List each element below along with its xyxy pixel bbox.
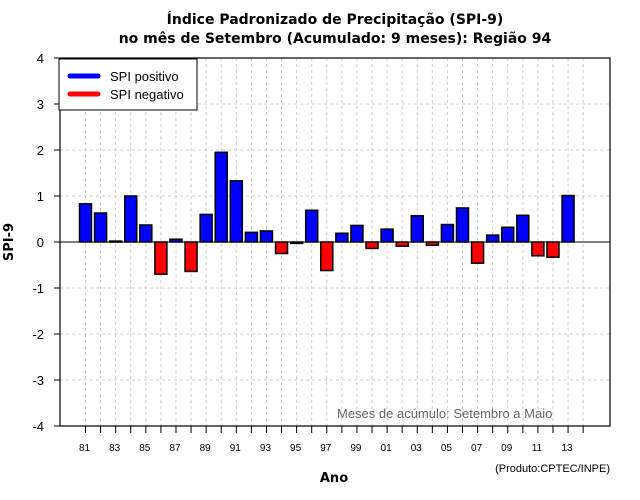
y-tick-label: 0 — [37, 235, 44, 250]
bar-07 — [470, 241, 485, 264]
bar-98 — [335, 232, 349, 243]
bar-85 — [139, 224, 153, 243]
legend-box — [58, 58, 198, 111]
x-tick-label: 11 — [532, 443, 543, 454]
x-tick-label: 91 — [230, 443, 242, 454]
x-tick-label: 81 — [79, 443, 91, 454]
y-tick-label: 2 — [37, 143, 44, 158]
product-credit: (Produto:CPTEC/INPE) — [495, 463, 610, 475]
x-tick-label: 99 — [350, 443, 362, 454]
bar-92 — [244, 231, 259, 243]
legend-label-positive: SPI positivo — [110, 69, 179, 84]
bar-97 — [320, 241, 334, 272]
bar-99 — [350, 224, 364, 243]
y-tick-label: 3 — [37, 97, 44, 112]
bar-05 — [440, 223, 455, 243]
bar-13 — [561, 194, 575, 243]
chart-subtitle: no mês de Setembro (Acumulado: 9 meses):… — [119, 31, 552, 47]
bar-81 — [78, 203, 93, 243]
bar-82 — [93, 212, 108, 243]
bar-12 — [546, 241, 560, 258]
x-tick-label: 95 — [290, 443, 302, 454]
x-tick-label: 85 — [139, 443, 151, 454]
y-tick-label: -3 — [32, 373, 44, 388]
x-tick-label: 97 — [320, 443, 332, 454]
x-tick-label: 03 — [411, 443, 423, 454]
bar-88 — [184, 241, 198, 273]
x-tick-label: 83 — [109, 443, 121, 454]
bar-09 — [500, 226, 515, 243]
x-tick-label: 07 — [471, 443, 483, 454]
bar-08 — [485, 234, 500, 243]
bar-00 — [365, 241, 379, 250]
x-tick-label: 01 — [381, 443, 393, 454]
bars-group — [78, 151, 575, 275]
y-axis: 4 3 2 1 0 -1 -2 -3 -4 — [32, 51, 60, 434]
bar-93 — [259, 230, 274, 243]
bar-94 — [274, 241, 289, 255]
bar-11 — [531, 241, 545, 257]
legend-label-negative: SPI negativo — [110, 87, 184, 102]
x-tick-label: 09 — [501, 443, 513, 454]
bar-96 — [304, 209, 319, 243]
y-tick-label: -4 — [32, 419, 44, 434]
y-axis-label: SPI-9 — [2, 223, 17, 261]
bar-84 — [123, 195, 138, 243]
grid-lines — [60, 58, 610, 426]
bar-01 — [380, 228, 394, 243]
chart-title: Índice Padronizado de Precipitação (SPI-… — [167, 11, 504, 28]
bar-03 — [410, 215, 425, 243]
x-tick-label: 05 — [441, 443, 453, 454]
legend: SPI positivo SPI negativo — [58, 58, 198, 111]
x-tick-label: 89 — [200, 443, 212, 454]
bar-91 — [229, 180, 244, 243]
bar-86 — [154, 241, 168, 275]
x-axis: 81 83 85 87 89 91 93 95 97 99 01 03 05 07 09 11 13 — [79, 426, 584, 454]
y-tick-label: 1 — [37, 189, 44, 204]
bar-10 — [516, 214, 530, 243]
bar-06 — [455, 207, 470, 243]
x-axis-label: Ano — [320, 471, 348, 486]
bar-02 — [395, 241, 409, 247]
bar-90 — [214, 151, 228, 243]
y-tick-label: -2 — [32, 327, 44, 342]
accumulation-annotation: Meses de acúmulo: Setembro a Maio — [337, 406, 552, 421]
x-tick-label: 87 — [169, 443, 181, 454]
x-tick-label: 93 — [260, 443, 272, 454]
x-tick-label: 13 — [561, 443, 573, 454]
y-tick-label: -1 — [32, 281, 44, 296]
y-tick-label: 4 — [37, 51, 44, 66]
bar-89 — [199, 213, 213, 243]
